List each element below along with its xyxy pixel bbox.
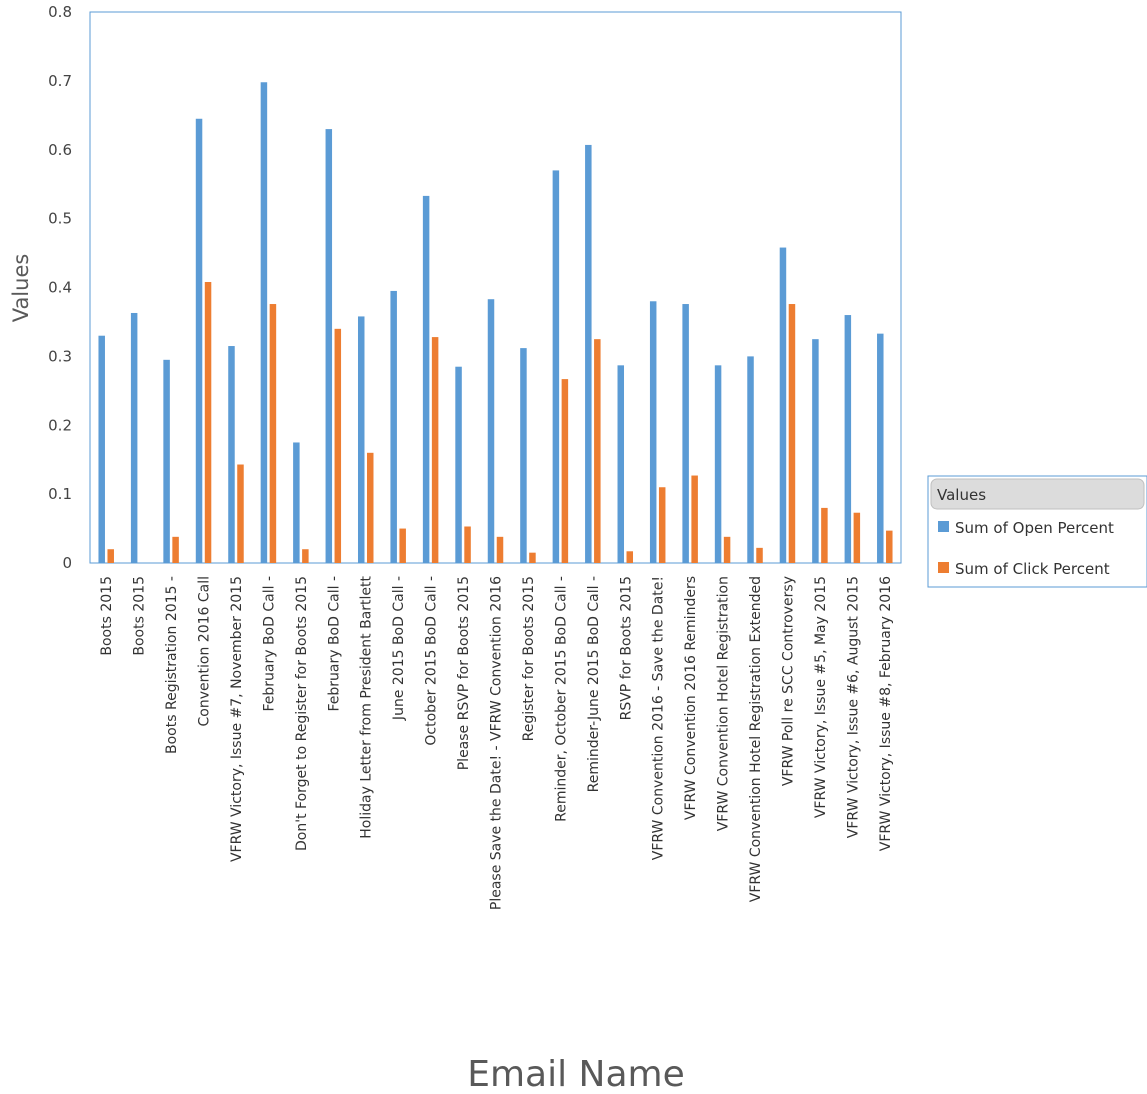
bar-open-percent <box>520 348 527 563</box>
x-category-label: VFRW Convention Hotel Registration <box>716 576 732 831</box>
x-category-label: Please Save the Date! - VFRW Convention … <box>489 576 505 910</box>
bar-click-percent <box>269 304 277 563</box>
bar-click-percent <box>399 528 406 563</box>
bar-open-percent <box>422 195 430 563</box>
legend-label-open: Sum of Open Percent <box>955 519 1114 537</box>
bar-click-percent <box>723 536 731 563</box>
bar-open-percent <box>812 339 819 563</box>
legend-swatch-click <box>938 562 949 573</box>
x-category-label: Holiday Letter from President Bartlett <box>359 575 375 838</box>
y-tick-label: 0.6 <box>48 141 72 159</box>
bar-click-percent <box>334 328 342 563</box>
y-tick-label: 0.8 <box>48 3 72 21</box>
x-category-label: June 2015 BoD Call - <box>391 576 407 721</box>
bar-open-percent <box>260 82 268 563</box>
bar-open-percent <box>649 301 657 563</box>
x-category-label: Reminder, October 2015 BoD Call - <box>553 576 569 822</box>
bar-open-percent <box>325 129 333 563</box>
x-axis-category-labels: Boots 2015 Boots 2015 Boots Registration 2… <box>99 575 894 910</box>
bar-open-percent <box>682 304 689 563</box>
x-category-label: October 2015 BoD Call - <box>424 576 440 746</box>
bar-open-percent <box>163 359 170 563</box>
bar-click-percent <box>821 507 828 563</box>
bar-click-percent <box>204 281 212 563</box>
bar-click-percent <box>431 337 439 563</box>
y-tick-label: 0.1 <box>48 485 72 503</box>
y-tick-label: 0.7 <box>48 72 72 90</box>
bar-open-percent <box>390 290 397 563</box>
y-tick-label: 0.3 <box>48 347 72 365</box>
bar-open-percent <box>552 170 560 563</box>
bar-click-percent <box>172 536 179 563</box>
x-category-label: VFRW Victory, Issue #6, August 2015 <box>845 576 861 838</box>
bar-click-percent <box>529 552 536 563</box>
bar-click-percent <box>886 530 893 563</box>
legend-title: Values <box>937 486 986 504</box>
x-category-label: VFRW Victory, Issue #7, November 2015 <box>229 576 245 862</box>
x-category-label: VFRW Victory, Issue #8, February 2016 <box>878 576 894 851</box>
bar-open-percent <box>877 333 884 563</box>
x-category-label: VFRW Convention 2016 - Save the Date! <box>651 576 667 860</box>
bar-click-percent <box>464 526 471 563</box>
y-tick-label: 0.2 <box>48 416 72 434</box>
x-category-label: Register for Boots 2015 <box>521 576 537 741</box>
x-category-label: VFRW Poll re SCC Controversy <box>780 576 796 786</box>
bar-open-percent <box>195 118 203 563</box>
y-tick-label: 0.5 <box>48 210 72 228</box>
x-category-label: VFRW Convention Hotel Registration Exten… <box>748 576 764 902</box>
x-category-label: VFRW Convention 2016 Reminders <box>683 576 699 820</box>
bar-click-percent <box>594 339 601 563</box>
bar-open-percent <box>617 365 625 563</box>
x-category-label: Boots Registration 2015 - <box>164 576 180 754</box>
legend-label-click: Sum of Click Percent <box>955 560 1110 578</box>
bar-click-percent <box>237 464 244 563</box>
bar-click-percent <box>366 452 374 563</box>
bar-click-percent <box>626 551 634 563</box>
y-axis-title: Values <box>9 254 33 323</box>
bar-open-percent <box>714 365 722 563</box>
plot-area-border <box>89 11 902 564</box>
bar-open-percent <box>747 356 754 564</box>
x-category-label: Don't Forget to Register for Boots 2015 <box>294 576 310 851</box>
bar-click-percent <box>658 487 666 563</box>
x-category-label: February BoD Call - <box>326 576 342 712</box>
legend: Values Sum of Open Percent Sum of Click … <box>927 475 1147 588</box>
x-category-label: Please RSVP for Boots 2015 <box>456 576 472 770</box>
x-category-label: Reminder-June 2015 BoD Call - <box>586 576 602 792</box>
bar-open-percent <box>98 335 105 563</box>
bar-click-percent <box>107 549 114 563</box>
bar-open-percent <box>228 346 235 563</box>
bar-click-percent <box>496 536 504 563</box>
bar-click-percent <box>302 549 309 563</box>
bar-click-percent <box>756 547 763 563</box>
x-category-label: Convention 2016 Call <box>197 576 213 726</box>
bar-click-percent <box>853 512 861 563</box>
bar-open-percent <box>455 366 462 563</box>
x-category-label: Boots 2015 <box>132 576 148 656</box>
bar-click-percent <box>691 475 698 563</box>
x-category-label: February BoD Call - <box>261 576 277 712</box>
bar-open-percent <box>779 247 787 564</box>
y-tick-label: 0 <box>62 554 72 572</box>
bar-open-percent <box>357 316 365 563</box>
x-category-label: VFRW Victory, Issue #5, May 2015 <box>813 576 829 818</box>
x-category-label: Boots 2015 <box>99 576 115 656</box>
x-category-label: RSVP for Boots 2015 <box>618 576 634 720</box>
bar-click-percent <box>788 304 796 563</box>
legend-title-button[interactable] <box>930 478 1145 510</box>
bar-open-percent <box>130 312 138 563</box>
x-axis-title: Email Name <box>467 1054 685 1094</box>
bars <box>98 82 893 564</box>
bar-open-percent <box>585 144 592 563</box>
bar-open-percent <box>844 315 852 563</box>
legend-swatch-open <box>938 521 949 532</box>
bar-open-percent <box>293 442 300 563</box>
y-tick-label: 0.4 <box>48 279 72 297</box>
y-axis-ticks: 0 0.1 0.2 0.3 0.4 0.5 0.6 0.7 0.8 <box>48 3 72 572</box>
bar-click-percent <box>561 379 569 563</box>
bar-open-percent <box>487 299 495 563</box>
